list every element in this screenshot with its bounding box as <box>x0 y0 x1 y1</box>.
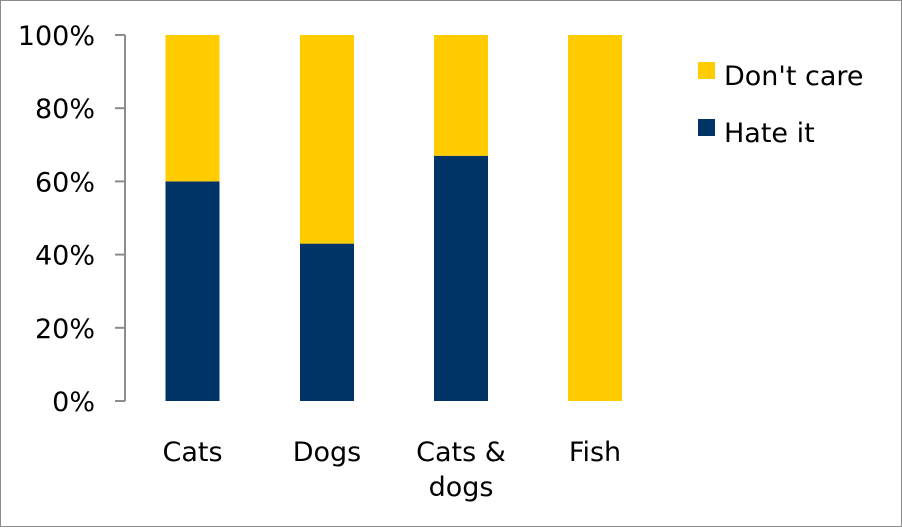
bar-hate-it <box>165 181 220 401</box>
x-tick-label: Cats & <box>416 437 506 468</box>
bar-don-t-care <box>568 35 622 401</box>
y-tick-label: 80% <box>35 94 95 125</box>
x-tick-label: Cats <box>162 437 222 468</box>
legend-label: Hate it <box>724 118 815 149</box>
x-tick-label: Fish <box>569 437 621 468</box>
x-tick-label: dogs <box>429 472 494 503</box>
bar-don-t-care <box>300 35 354 244</box>
legend-label: Don't care <box>724 61 864 92</box>
y-tick-label: 40% <box>35 241 95 272</box>
y-tick-label: 20% <box>35 314 95 345</box>
y-tick-label: 0% <box>52 387 95 418</box>
bar-don-t-care <box>434 35 488 156</box>
bar-hate-it <box>300 243 354 401</box>
bar-don-t-care <box>165 35 220 182</box>
bar-hate-it <box>434 155 488 401</box>
y-tick-label: 60% <box>35 167 95 198</box>
y-tick-label: 100% <box>18 21 95 52</box>
legend-swatch <box>698 119 715 136</box>
legend-swatch <box>698 62 715 79</box>
x-tick-label: Dogs <box>293 437 362 468</box>
